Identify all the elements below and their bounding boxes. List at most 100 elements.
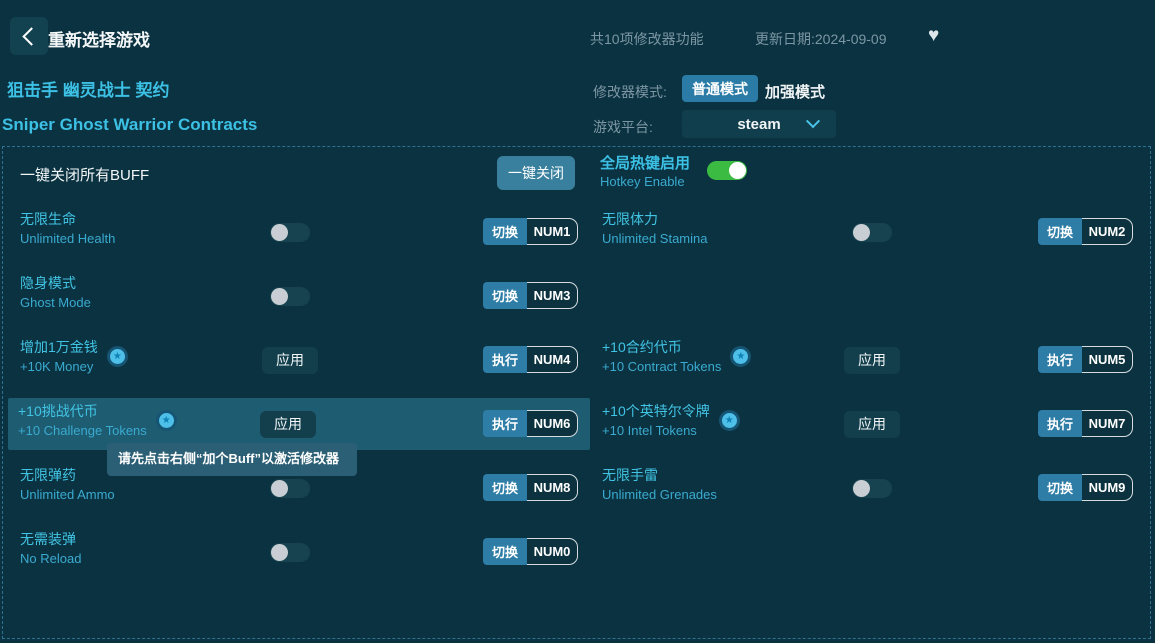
- cheat-control: [245, 526, 335, 578]
- cheat-name-en: Unlimited Ammo: [20, 487, 115, 502]
- hotkey-action: 切换: [482, 282, 527, 309]
- hotkey-badge[interactable]: 执行 NUM7: [1037, 410, 1133, 437]
- hotkey-action: 执行: [482, 346, 527, 373]
- hotkey-badge[interactable]: 执行 NUM4: [482, 346, 578, 373]
- cheat-name-en: +10 Intel Tokens: [602, 423, 697, 438]
- hotkey-key: NUM2: [1081, 218, 1133, 245]
- toggle-knob: [853, 223, 870, 241]
- cheat-row: 无需装弹 No Reload 切换 NUM0: [10, 526, 590, 578]
- star-icon: ★: [718, 410, 740, 431]
- hotkey-badge[interactable]: 切换 NUM8: [482, 474, 578, 501]
- hotkey-badge[interactable]: 切换 NUM3: [482, 282, 578, 309]
- cheat-control: [827, 206, 917, 258]
- hotkey-enable-label-cn: 全局热键启用: [600, 155, 691, 172]
- cheat-name-cn: 无限体力: [602, 211, 658, 227]
- hotkey-action: 执行: [1037, 410, 1082, 437]
- star-icon: ★: [155, 410, 177, 431]
- cheat-label: 无需装弹 No Reload: [20, 529, 81, 568]
- cheat-label: +10个英特尔令牌 +10 Intel Tokens ★: [602, 401, 740, 440]
- toggle-switch[interactable]: [270, 478, 310, 498]
- cheat-name-cn: +10挑战代币: [18, 403, 98, 419]
- cheat-row: 无限体力 Unlimited Stamina 切换 NUM2: [592, 206, 1145, 258]
- hotkey-badge[interactable]: 执行 NUM5: [1037, 346, 1133, 373]
- cheat-name-en: +10 Challenge Tokens: [18, 423, 147, 438]
- cheat-label: +10合约代币 +10 Contract Tokens ★: [602, 337, 752, 376]
- mode-normal-button[interactable]: 普通模式: [682, 75, 758, 102]
- hotkey-key: NUM8: [526, 474, 578, 501]
- toggle-knob: [271, 479, 288, 497]
- favorite-heart-icon[interactable]: ♥: [928, 25, 940, 46]
- cheat-control: [245, 462, 335, 514]
- toggle-knob: [729, 162, 746, 179]
- cheat-name-cn: 无限弹药: [20, 467, 76, 483]
- hotkey-key: NUM3: [526, 282, 578, 309]
- hotkey-badge[interactable]: 切换 NUM2: [1037, 218, 1133, 245]
- apply-button[interactable]: 应用: [260, 410, 316, 438]
- hotkey-action: 切换: [482, 538, 527, 565]
- cheat-name-en: +10 Contract Tokens: [602, 359, 722, 374]
- cheat-control: [827, 462, 917, 514]
- apply-button[interactable]: 应用: [844, 410, 900, 438]
- apply-button[interactable]: 应用: [844, 346, 900, 374]
- toggle-switch[interactable]: [270, 542, 310, 562]
- star-icon: ★: [730, 346, 752, 367]
- apply-button[interactable]: 应用: [262, 346, 318, 374]
- game-title-en: Sniper Ghost Warrior Contracts: [2, 115, 258, 134]
- cheat-control: 应用: [827, 398, 917, 450]
- toggle-knob: [271, 287, 288, 305]
- cheat-label: 无限弹药 Unlimited Ammo: [20, 465, 115, 504]
- hotkey-action: 切换: [1037, 474, 1082, 501]
- hotkey-action: 执行: [482, 410, 527, 437]
- hotkey-key: NUM4: [526, 346, 578, 373]
- cheat-row: 增加1万金钱 +10K Money ★ 应用 执行 NUM4: [10, 334, 590, 386]
- hotkey-badge[interactable]: 切换 NUM9: [1037, 474, 1133, 501]
- cheat-row: 隐身模式 Ghost Mode 切换 NUM3: [10, 270, 590, 322]
- cheat-name-en: Unlimited Stamina: [602, 231, 708, 246]
- cheat-name-cn: 无限手雷: [602, 467, 658, 483]
- toggle-knob: [271, 223, 288, 241]
- page-title: 重新选择游戏: [48, 31, 150, 50]
- mode-enhanced-button[interactable]: 加强模式: [765, 84, 826, 101]
- cheat-label: 无限体力 Unlimited Stamina: [602, 209, 708, 248]
- cheat-name-cn: +10合约代币: [602, 339, 682, 355]
- cheat-row: +10挑战代币 +10 Challenge Tokens ★ 应用 执行 NUM…: [8, 398, 590, 450]
- back-button[interactable]: [10, 17, 48, 55]
- cheat-label: +10挑战代币 +10 Challenge Tokens ★: [18, 401, 177, 440]
- toggle-knob: [271, 543, 288, 561]
- hotkey-key: NUM6: [526, 410, 578, 437]
- star-icon: ★: [106, 346, 128, 367]
- hotkey-badge[interactable]: 切换 NUM0: [482, 538, 578, 565]
- toggle-switch[interactable]: [852, 222, 892, 242]
- hotkey-key: NUM5: [1081, 346, 1133, 373]
- hotkey-enable-toggle[interactable]: [707, 161, 747, 180]
- cheat-control: 应用: [827, 334, 917, 386]
- cheat-row: 无限生命 Unlimited Health 切换 NUM1: [10, 206, 590, 258]
- toggle-switch[interactable]: [270, 222, 310, 242]
- chevron-down-icon: [805, 114, 821, 129]
- cheat-control: [245, 206, 335, 258]
- hotkey-badge[interactable]: 执行 NUM6: [482, 410, 578, 437]
- cheat-control: 应用: [245, 334, 335, 386]
- game-title-cn: 狙击手 幽灵战士 契约: [7, 81, 170, 100]
- update-date-label: 更新日期:2024-09-09: [755, 31, 887, 47]
- cheat-row: +10合约代币 +10 Contract Tokens ★ 应用 执行 NUM5: [592, 334, 1145, 386]
- cheat-row: 无限手雷 Unlimited Grenades 切换 NUM9: [592, 462, 1145, 514]
- hotkey-action: 切换: [482, 218, 527, 245]
- hotkey-key: NUM9: [1081, 474, 1133, 501]
- chevron-left-icon: [21, 26, 41, 46]
- toggle-switch[interactable]: [270, 286, 310, 306]
- toggle-knob: [853, 479, 870, 497]
- close-all-button[interactable]: 一键关闭: [497, 156, 575, 190]
- toggle-switch[interactable]: [852, 478, 892, 498]
- close-all-label: 一键关闭所有BUFF: [20, 167, 150, 184]
- activation-tooltip: 请先点击右侧“加个Buff”以激活修改器: [107, 443, 357, 476]
- cheat-name-cn: +10个英特尔令牌: [602, 403, 710, 419]
- platform-dropdown[interactable]: steam: [682, 110, 836, 138]
- mode-label: 修改器模式:: [593, 84, 667, 100]
- cheat-name-cn: 隐身模式: [20, 275, 76, 291]
- hotkey-badge[interactable]: 切换 NUM1: [482, 218, 578, 245]
- cheat-label: 隐身模式 Ghost Mode: [20, 273, 91, 312]
- hotkey-action: 切换: [482, 474, 527, 501]
- platform-label: 游戏平台:: [593, 119, 653, 135]
